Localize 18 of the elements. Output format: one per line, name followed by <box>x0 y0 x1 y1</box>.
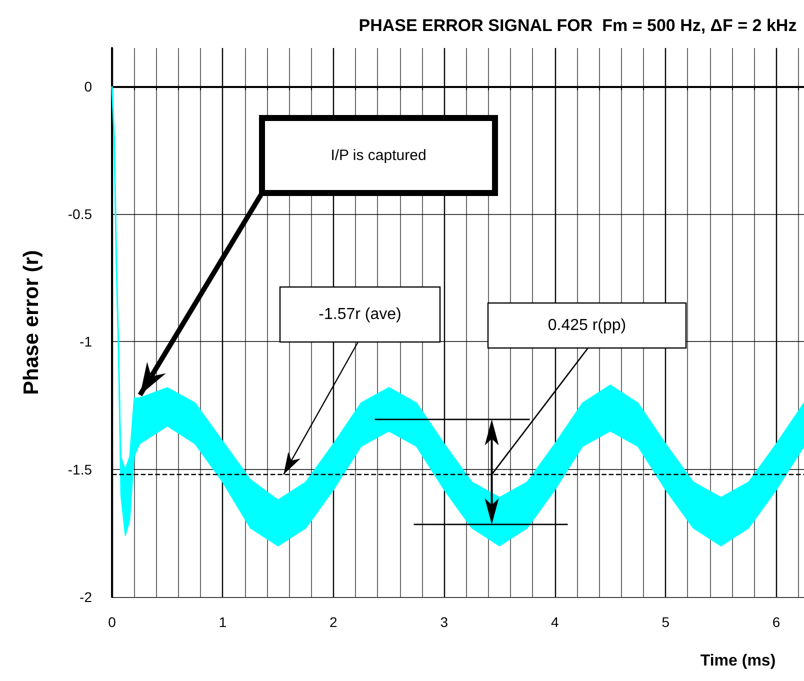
y-tick-label: -1 <box>80 334 92 350</box>
x-tick-label: 4 <box>550 614 559 630</box>
annotation: 0.425 r(pp) <box>548 317 626 334</box>
x-tick-label: 2 <box>330 614 338 630</box>
y-tick-label: -0.5 <box>68 206 92 222</box>
y-tick-label: -1.5 <box>68 461 92 478</box>
annotation: I/P is captured <box>330 147 426 164</box>
x-tick-label: 1 <box>218 614 227 630</box>
y-tick-label: -2 <box>80 589 92 605</box>
y-axis-title: Phase error (r) <box>20 250 43 395</box>
y-tick-label: 0 <box>84 78 92 94</box>
x-tick-label: 6 <box>772 614 780 630</box>
x-tick-label: 5 <box>662 614 670 630</box>
x-axis-title: Time (ms) <box>700 652 776 670</box>
chart-title: PHASE ERROR SIGNAL FOR Fm = 500 Hz, ΔF = 2 kHz <box>358 16 797 35</box>
x-tick-label: 0 <box>108 614 116 630</box>
x-tick-label: 3 <box>440 614 448 630</box>
annotation: -1.57r (ave) <box>318 306 402 323</box>
